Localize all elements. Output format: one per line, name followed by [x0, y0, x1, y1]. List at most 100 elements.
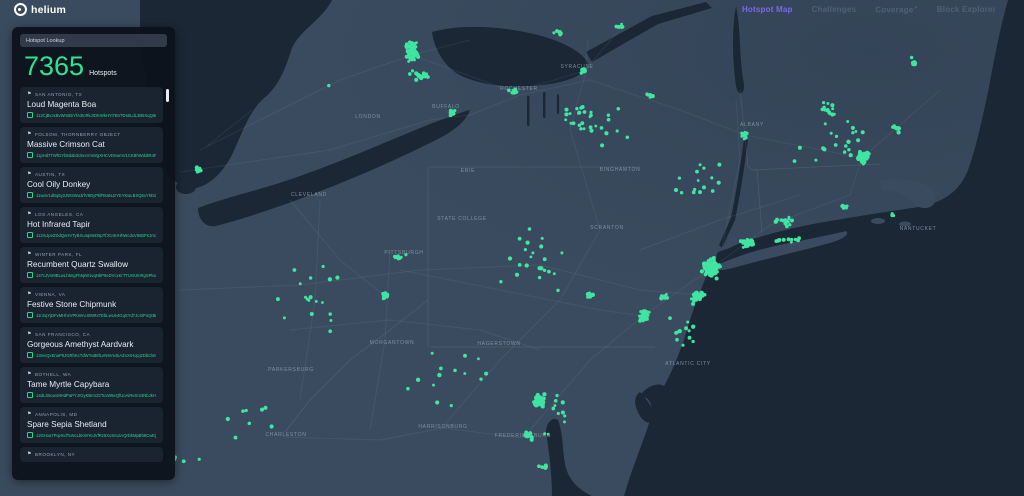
hotspot-dot[interactable] [909, 55, 914, 60]
hotspot-dot[interactable] [539, 244, 544, 249]
hotspot-dot[interactable] [645, 317, 649, 321]
hotspot-dot[interactable] [773, 219, 778, 224]
hotspot-dot[interactable] [556, 411, 560, 416]
hotspot-list-item[interactable]: ⚑ BROOKLYN, NY [20, 447, 163, 462]
hotspot-dot[interactable] [435, 400, 440, 405]
hotspot-dot[interactable] [439, 366, 443, 371]
hotspot-dot[interactable] [606, 113, 611, 117]
hotspot-dot[interactable] [697, 190, 703, 195]
hotspot-dot[interactable] [404, 253, 408, 257]
hotspot-dot[interactable] [463, 353, 467, 358]
hotspot-dot[interactable] [709, 267, 713, 272]
hotspot-dot[interactable] [415, 377, 421, 382]
hotspot-dot[interactable] [407, 59, 411, 63]
hotspot-dot[interactable] [707, 263, 711, 267]
hotspot-list-item[interactable]: ⚑ BOTHELL, WA Tame Myrtle Capybara 14dLS5ou… [20, 367, 163, 403]
hotspot-dot[interactable] [259, 407, 265, 412]
hotspot-dot[interactable] [563, 420, 566, 424]
hotspot-dot[interactable] [741, 245, 745, 249]
hotspot-dot[interactable] [307, 298, 311, 302]
hotspot-dot[interactable] [589, 110, 593, 114]
hotspot-dot[interactable] [564, 112, 569, 117]
hotspot-dot[interactable] [702, 262, 707, 267]
hotspot-dot[interactable] [453, 368, 457, 373]
hotspot-dot[interactable] [421, 73, 425, 78]
hotspot-dot[interactable] [406, 386, 410, 391]
hotspot-dot[interactable] [308, 276, 313, 280]
hotspot-dot[interactable] [792, 159, 797, 163]
hotspot-dot[interactable] [547, 269, 551, 274]
hotspot-dot[interactable] [582, 127, 586, 131]
hotspot-dot[interactable] [854, 129, 858, 133]
hotspot-dot[interactable] [638, 314, 641, 318]
hotspot-dot[interactable] [321, 264, 325, 269]
hotspot-dot[interactable] [745, 237, 750, 243]
hotspot-dot[interactable] [600, 143, 605, 148]
hotspot-dot[interactable] [244, 408, 248, 413]
hotspot-dot[interactable] [407, 44, 412, 49]
hotspot-dot[interactable] [710, 176, 714, 180]
hotspot-dot[interactable] [523, 247, 528, 252]
hotspot-dot[interactable] [830, 103, 835, 108]
hotspot-dot[interactable] [579, 127, 583, 131]
hotspot-dot[interactable] [913, 60, 917, 64]
hotspot-dot[interactable] [328, 312, 332, 316]
hotspot-list-item[interactable]: ⚑ LOS ANGELES, CA Hot Infrared Tapir 112mJp… [20, 207, 163, 243]
hotspot-dot[interactable] [845, 204, 849, 208]
hotspot-dot[interactable] [702, 292, 707, 297]
hotspot-dot[interactable] [850, 125, 855, 130]
hotspot-dot[interactable] [594, 124, 598, 128]
hotspot-dot[interactable] [859, 157, 863, 161]
hotspot-dot[interactable] [555, 393, 559, 398]
hotspot-dot[interactable] [575, 107, 579, 111]
hotspot-dot[interactable] [579, 71, 584, 75]
hotspot-dot[interactable] [702, 185, 706, 190]
hotspot-dot[interactable] [555, 29, 559, 33]
hotspot-dot[interactable] [540, 465, 545, 469]
hotspot-dot[interactable] [744, 136, 748, 140]
hotspot-dot[interactable] [577, 123, 582, 127]
hotspot-dot[interactable] [687, 335, 692, 340]
hotspot-dot[interactable] [542, 392, 547, 397]
hotspot-dot[interactable] [560, 410, 565, 415]
hotspot-dot[interactable] [558, 33, 562, 37]
hotspot-dot[interactable] [616, 107, 621, 111]
hotspot-dot[interactable] [702, 166, 706, 170]
list-scrollbar[interactable] [166, 89, 169, 102]
hotspot-dot[interactable] [832, 112, 836, 116]
nav-block-explorer[interactable]: Block Explorer [936, 5, 996, 14]
hotspot-dot[interactable] [426, 75, 430, 79]
hotspot-dot[interactable] [641, 311, 646, 316]
hotspot-dot[interactable] [783, 221, 788, 226]
hotspot-dot[interactable] [308, 295, 313, 300]
hotspot-dot[interactable] [408, 40, 412, 44]
hotspot-dot[interactable] [740, 131, 744, 135]
hotspot-dot[interactable] [681, 343, 685, 347]
hotspot-dot[interactable] [556, 288, 560, 293]
hotspot-dot[interactable] [789, 240, 793, 244]
hotspot-dot[interactable] [542, 268, 547, 273]
hotspot-list-item[interactable]: ⚑ WINTER PARK, FL Recumbent Quartz Swallow… [20, 247, 163, 283]
hotspot-dot[interactable] [856, 138, 861, 143]
hotspot-dot[interactable] [744, 244, 749, 249]
hotspot-dot[interactable] [543, 463, 548, 468]
hotspot-dot[interactable] [848, 153, 853, 158]
hotspot-dot[interactable] [790, 218, 794, 223]
hotspot-dot[interactable] [563, 414, 567, 418]
hotspot-list-item[interactable]: ⚑ SAN FRANCISCO, CA Gorgeous Amethyst Aard… [20, 327, 163, 363]
hotspot-dot[interactable] [327, 83, 331, 88]
hotspot-dot[interactable] [777, 238, 782, 242]
hotspot-dot[interactable] [841, 206, 846, 210]
hotspot-dot[interactable] [477, 357, 480, 361]
hotspot-dot[interactable] [896, 130, 901, 135]
hotspot-dot[interactable] [564, 118, 568, 122]
hotspot-dot[interactable] [414, 77, 419, 82]
hotspot-dot[interactable] [714, 276, 719, 281]
hotspot-dot[interactable] [571, 121, 576, 126]
hotspot-dot[interactable] [309, 311, 314, 317]
hotspot-dot[interactable] [860, 130, 865, 135]
hotspot-dot[interactable] [691, 301, 695, 306]
hotspot-dot[interactable] [507, 88, 511, 93]
hotspot-dot[interactable] [614, 24, 619, 29]
hotspot-dot[interactable] [510, 91, 514, 95]
